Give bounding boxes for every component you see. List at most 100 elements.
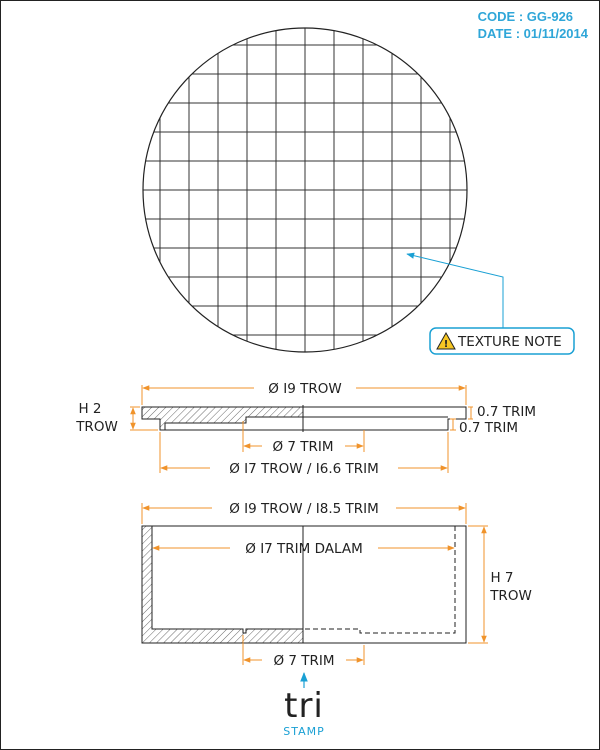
weave-brick bbox=[537, 132, 595, 161]
weave-brick bbox=[449, 73, 467, 133]
texture-circle bbox=[73, 0, 595, 451]
weave-brick bbox=[508, 248, 537, 306]
weave-brick bbox=[537, 103, 566, 161]
lid-top-thickness-label: 0.7 TRIM bbox=[477, 404, 536, 420]
weave-brick bbox=[143, 44, 161, 104]
weave-brick bbox=[508, 219, 566, 248]
weave-brick bbox=[188, 334, 219, 352]
base-hatched-half bbox=[141, 525, 304, 644]
weave-brick bbox=[143, 334, 161, 352]
weave-brick bbox=[508, 103, 566, 132]
weave-brick bbox=[73, 306, 131, 335]
weave-brick bbox=[246, 28, 277, 46]
lid-hatched-half bbox=[141, 406, 304, 431]
weave-brick bbox=[73, 16, 131, 45]
warning-icon-mark: ! bbox=[444, 339, 449, 350]
weave-brick bbox=[479, 219, 508, 277]
weave-brick bbox=[450, 0, 479, 16]
weave-brick bbox=[188, 28, 248, 46]
date-label: DATE : 01/11/2014 bbox=[477, 26, 588, 41]
weave-brick bbox=[218, 0, 276, 16]
stamp-label: STAMP bbox=[283, 725, 325, 738]
weave-brick bbox=[391, 305, 422, 352]
weave-brick bbox=[143, 73, 190, 104]
logo-text: tri bbox=[284, 686, 324, 726]
base-outer-diameter-label: Ø I9 TROW / I8.5 TRIM bbox=[229, 501, 379, 517]
weave-brick bbox=[537, 248, 595, 277]
weave-brick bbox=[102, 0, 160, 16]
weave-brick bbox=[537, 393, 566, 451]
weave-brick bbox=[73, 161, 102, 219]
weave-brick bbox=[73, 132, 131, 161]
weave-brick bbox=[449, 247, 467, 307]
weave-brick bbox=[73, 364, 131, 393]
weave-brick bbox=[143, 334, 161, 352]
weave-brick bbox=[449, 276, 467, 307]
weave-brick bbox=[73, 74, 131, 103]
weave-brick bbox=[276, 0, 334, 16]
weave-brick bbox=[73, 219, 102, 277]
weave-brick bbox=[143, 28, 190, 46]
weave-brick bbox=[479, 103, 508, 161]
weave-brick bbox=[159, 28, 190, 75]
weave-brick bbox=[304, 28, 335, 46]
base-inner-diameter-label: Ø I7 TRIM DALAM bbox=[245, 541, 362, 557]
weave-brick bbox=[143, 276, 161, 336]
weave-brick bbox=[246, 334, 277, 352]
weave-brick bbox=[362, 28, 422, 46]
weave-brick bbox=[334, 0, 363, 16]
lid-inner-diameter-label: Ø 7 TRIM bbox=[272, 439, 333, 455]
weave-brick bbox=[102, 0, 131, 16]
weave-brick bbox=[508, 132, 537, 190]
weave-brick bbox=[420, 28, 451, 46]
weave-brick bbox=[537, 364, 595, 393]
weave-brick bbox=[479, 190, 537, 219]
weave-brick bbox=[479, 248, 537, 277]
weave-brick bbox=[363, 393, 392, 451]
weave-brick bbox=[508, 74, 537, 132]
weave-brick bbox=[73, 0, 102, 45]
weave-brick bbox=[479, 132, 537, 161]
weave-brick bbox=[143, 218, 161, 249]
base-bottom-diameter-label: Ø 7 TRIM bbox=[273, 653, 334, 669]
weave-brick bbox=[188, 28, 219, 46]
code-label: CODE : GG-926 bbox=[477, 9, 574, 24]
texture-note-label: TEXTURE NOTE bbox=[457, 334, 562, 350]
weave-brick bbox=[420, 73, 467, 104]
weave-brick bbox=[392, 0, 421, 16]
weave-brick bbox=[102, 190, 131, 248]
weave-brick bbox=[537, 74, 595, 103]
texture-leader-line bbox=[406, 252, 504, 330]
weave-brick bbox=[334, 0, 392, 16]
weave-brick bbox=[537, 161, 566, 219]
weave-brick bbox=[102, 306, 131, 364]
texture-outline bbox=[142, 27, 468, 353]
weave-brick bbox=[276, 0, 305, 16]
weave-brick bbox=[508, 16, 537, 74]
weave-brick bbox=[73, 190, 131, 219]
weave-brick bbox=[73, 335, 102, 393]
base-hidden-lines bbox=[303, 526, 456, 634]
weave-brick bbox=[159, 334, 219, 352]
weave-brick bbox=[143, 28, 161, 46]
weave-brick bbox=[421, 364, 479, 393]
weave-brick bbox=[102, 248, 131, 306]
weave-brick bbox=[479, 45, 508, 103]
weave-brick bbox=[508, 161, 566, 190]
weave-brick bbox=[143, 160, 161, 191]
weave-brick bbox=[537, 277, 566, 335]
weave-brick bbox=[449, 44, 467, 75]
base-height-label-2: TROW bbox=[489, 588, 532, 604]
weave-brick bbox=[421, 393, 450, 451]
weave-brick bbox=[218, 0, 247, 16]
weave-brick bbox=[537, 45, 566, 103]
weave-brick bbox=[479, 74, 537, 103]
weave-brick bbox=[363, 422, 421, 451]
weave-brick bbox=[131, 364, 189, 393]
weave-brick bbox=[73, 248, 131, 277]
weave-brick bbox=[102, 132, 131, 190]
lid-outline-half bbox=[303, 406, 467, 431]
weave-brick bbox=[508, 277, 566, 306]
weave-brick bbox=[392, 364, 421, 422]
